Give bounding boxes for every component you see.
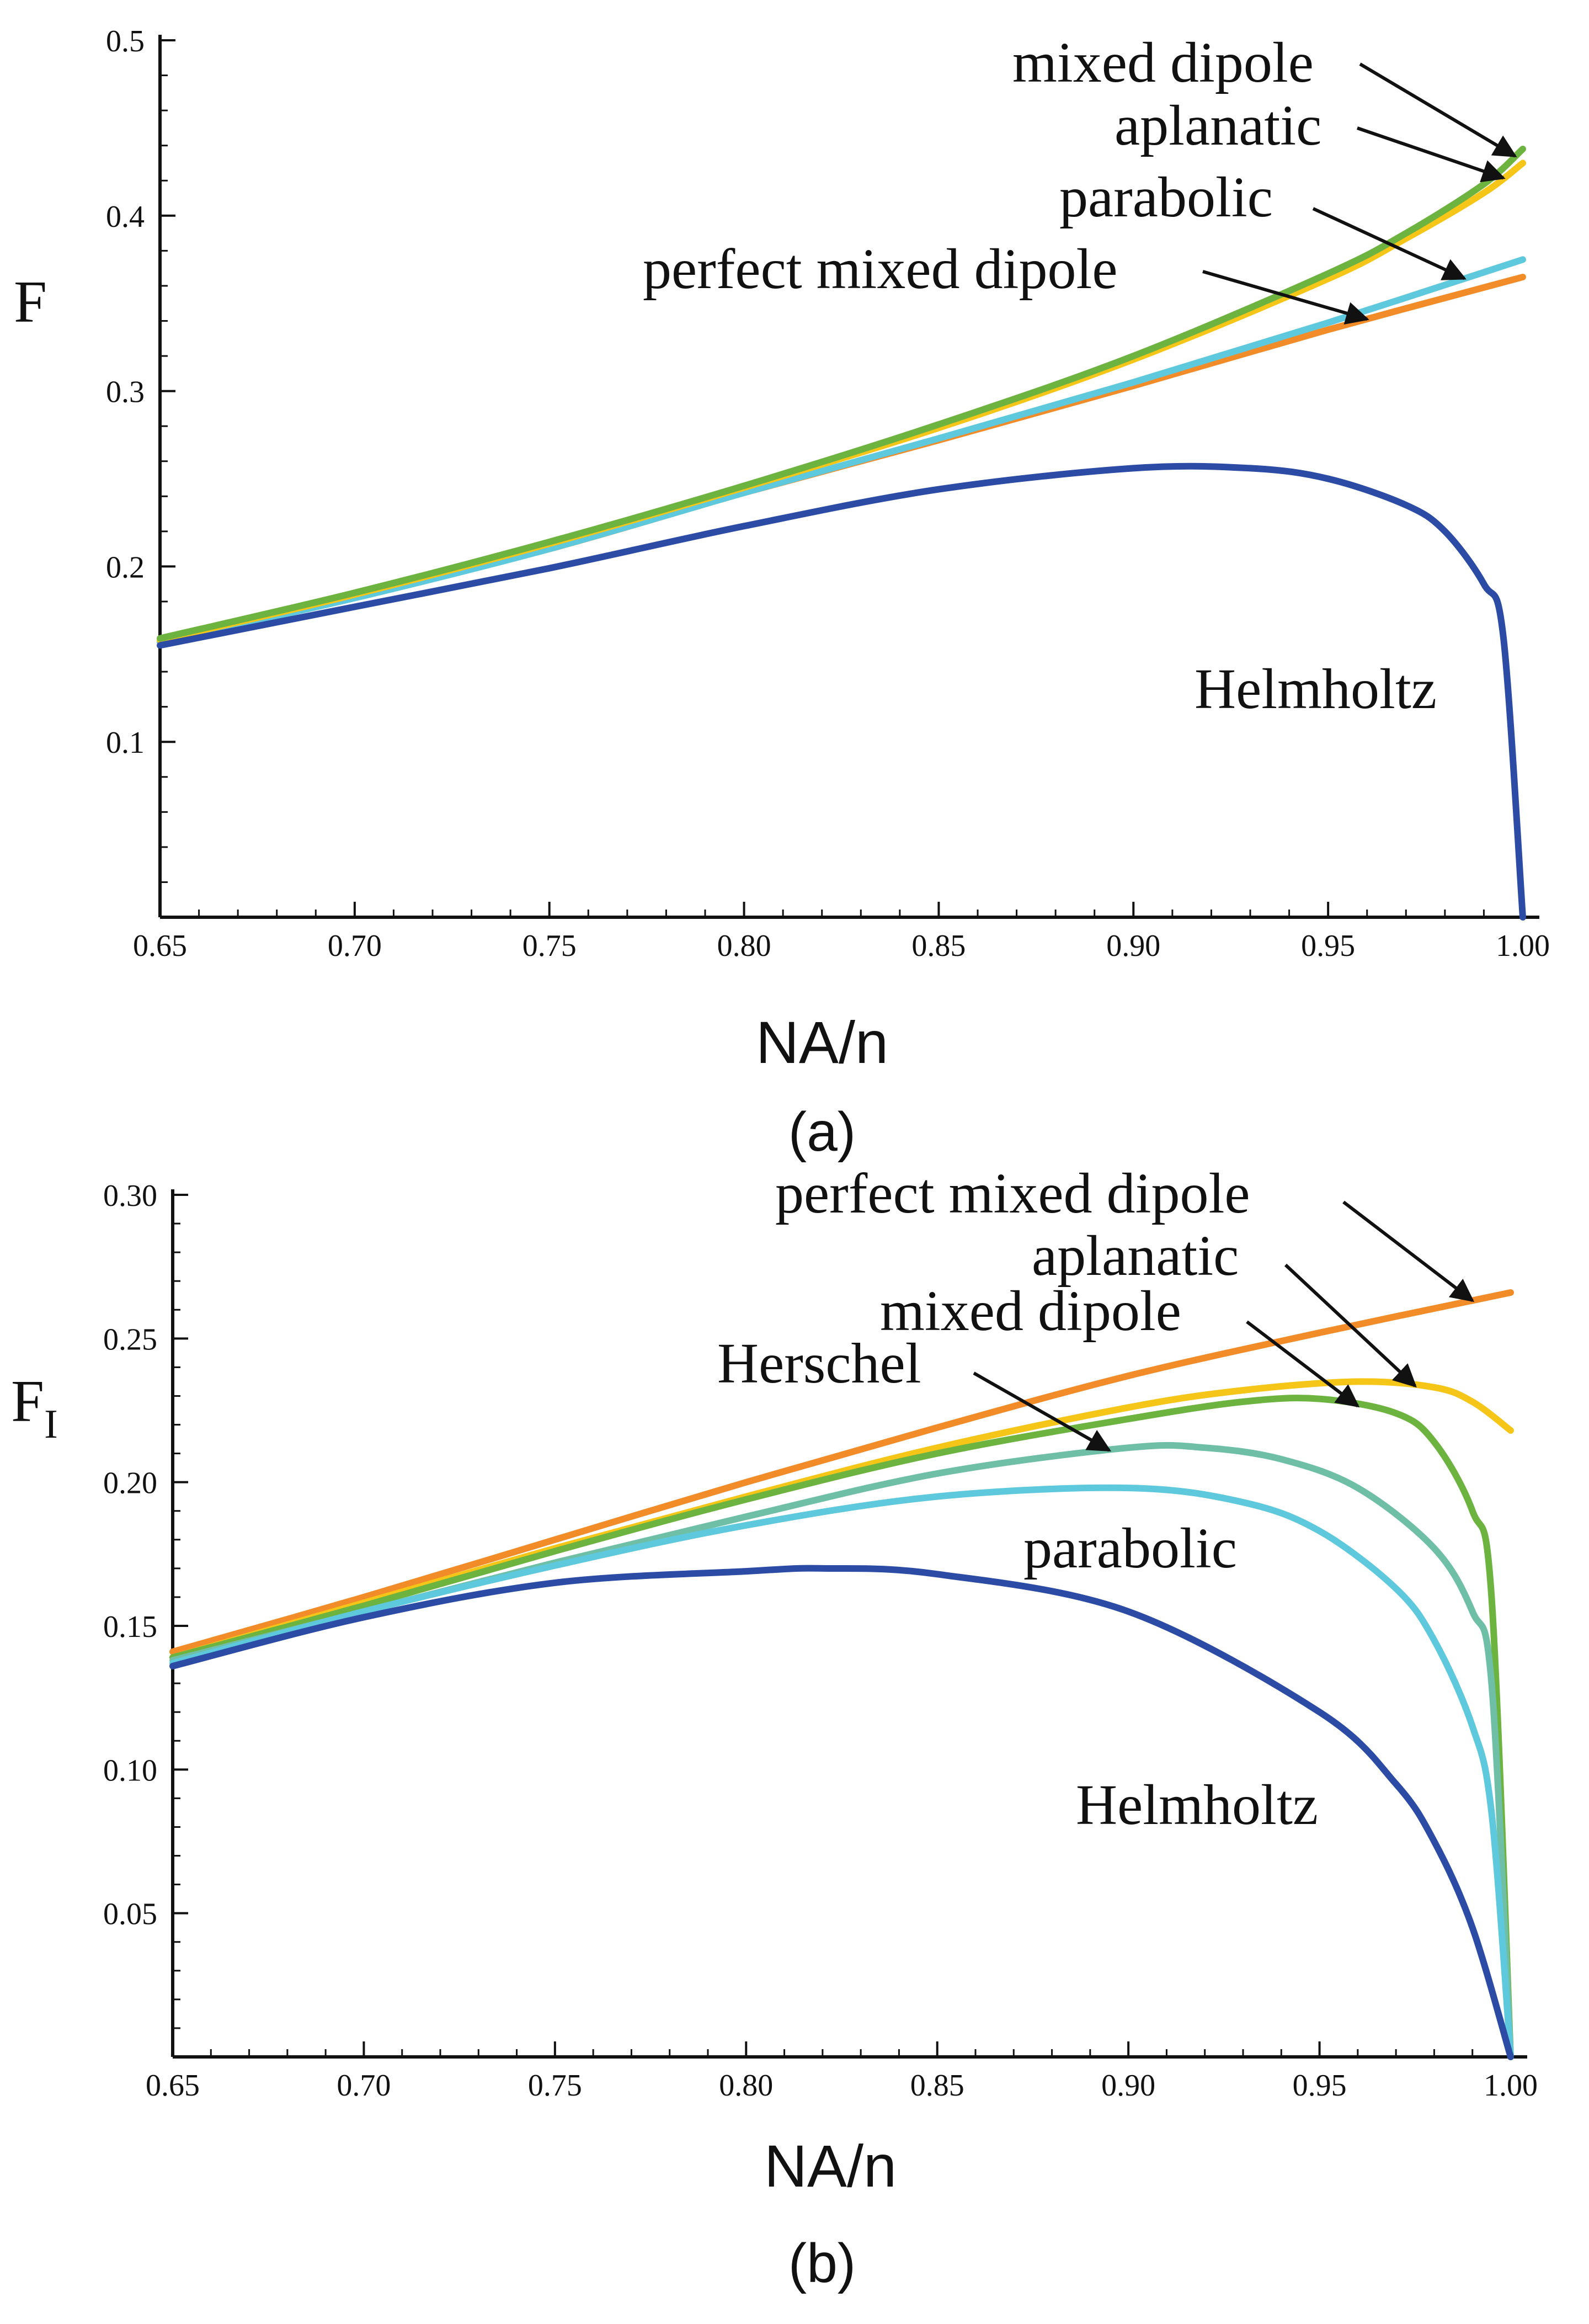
y-tick-label: 0.15 (103, 1610, 157, 1644)
panel-a-label: (a) (788, 1101, 856, 1163)
x-tick-label: 0.85 (911, 929, 966, 963)
annotation-perfect-mixed-dipole: perfect mixed dipole (643, 237, 1118, 301)
x-tick-label: 1.00 (1484, 2068, 1538, 2103)
annotation-b-aplanatic: aplanatic (1032, 1224, 1239, 1288)
series-mixed-dipole (169, 1395, 1514, 2060)
x-tick-label: 0.70 (337, 2068, 391, 2103)
x-tick-label: 0.85 (910, 2068, 964, 2103)
x-tick-label: 0.95 (1293, 2068, 1347, 2103)
arrow-mixed-dipole (1359, 62, 1517, 158)
arrow-mixed-dipole (1246, 1320, 1360, 1408)
x-tick-label: 0.80 (717, 929, 771, 963)
panel-b: 0.65 0.70 0.75 0.80 0.85 0.90 0.95 1.00 0.05 0.10… (11, 1162, 1538, 2294)
panel-b-series (169, 1289, 1514, 2060)
y-tick-label: 0.05 (103, 1897, 157, 1932)
y-tick-label: 0.2 (106, 550, 145, 584)
series-aplanatic (157, 159, 1526, 644)
annotation-b-mixed-dipole: mixed dipole (880, 1279, 1181, 1343)
series-parabolic (169, 1484, 1514, 2060)
y-tick-label: 0.10 (103, 1753, 157, 1788)
arrow-parabolic (1312, 207, 1467, 280)
x-tick-label: 0.90 (1101, 2068, 1155, 2103)
series-mixed-dipole (157, 146, 1526, 642)
panel-a-axes: 0.65 0.70 0.75 0.80 0.85 0.90 0.95 1.00 0.1 0.2 0.… (106, 24, 1550, 963)
arrow-aplanatic (1357, 126, 1506, 183)
x-tick-label: 0.95 (1301, 929, 1355, 963)
annotation-b-perfect-mixed-dipole: perfect mixed dipole (775, 1162, 1250, 1225)
x-tick-label: 0.75 (528, 2068, 582, 2103)
panel-b-ylabel-subscript: I (44, 1402, 58, 1447)
x-tick-label: 0.70 (328, 929, 382, 963)
panel-b-arrows (973, 1200, 1475, 1452)
x-tick-label: 0.65 (133, 929, 187, 963)
series-helmholtz (169, 1565, 1514, 2060)
arrow-aplanatic (1284, 1263, 1417, 1388)
annotation-helmholtz: Helmholtz (1195, 657, 1437, 721)
panel-a: 0.65 0.70 0.75 0.80 0.85 0.90 0.95 1.00 0.1 0.2 0.… (14, 24, 1550, 1163)
panel-a-xlabel: NA/n (756, 1009, 888, 1076)
series-herschel (169, 1442, 1514, 2060)
panel-b-xlabel: NA/n (764, 2132, 897, 2199)
y-tick-label: 0.25 (103, 1322, 157, 1357)
annotation-aplanatic: aplanatic (1115, 94, 1321, 157)
arrow-perfect-mixed-dipole (1342, 1200, 1475, 1302)
panel-a-ylabel: F (14, 269, 47, 335)
x-tick-label: 0.65 (146, 2068, 200, 2103)
annotation-mixed-dipole: mixed dipole (1012, 31, 1314, 94)
y-tick-label: 0.30 (103, 1179, 157, 1213)
y-tick-label: 0.1 (106, 726, 145, 760)
annotation-b-herschel: Herschel (717, 1332, 921, 1395)
annotation-parabolic: parabolic (1059, 166, 1273, 229)
arrow-perfect-mixed-dipole (1202, 270, 1369, 325)
x-tick-label: 0.80 (719, 2068, 773, 2103)
series-helmholtz (157, 462, 1526, 921)
series-parabolic (157, 256, 1526, 646)
series-perfect-mixed-dipole (169, 1289, 1514, 1655)
annotation-b-helmholtz: Helmholtz (1076, 1773, 1318, 1837)
annotation-b-parabolic: parabolic (1023, 1517, 1237, 1580)
panel-b-ylabel-main: F (11, 1369, 44, 1434)
panel-b-axes: 0.65 0.70 0.75 0.80 0.85 0.90 0.95 1.00 0.05 0.10… (103, 1179, 1538, 2103)
x-tick-label: 0.75 (522, 929, 577, 963)
y-tick-label: 0.5 (106, 24, 145, 59)
panel-b-ylabel: FI (11, 1369, 58, 1447)
arrow-herschel (973, 1371, 1112, 1452)
x-tick-label: 1.00 (1496, 929, 1550, 963)
y-tick-label: 0.20 (103, 1466, 157, 1501)
y-tick-label: 0.4 (106, 200, 145, 234)
x-tick-label: 0.90 (1106, 929, 1160, 963)
panel-a-arrows (1202, 62, 1517, 325)
y-tick-label: 0.3 (106, 375, 145, 410)
panel-b-label: (b) (788, 2232, 856, 2294)
panel-a-series (157, 146, 1526, 921)
